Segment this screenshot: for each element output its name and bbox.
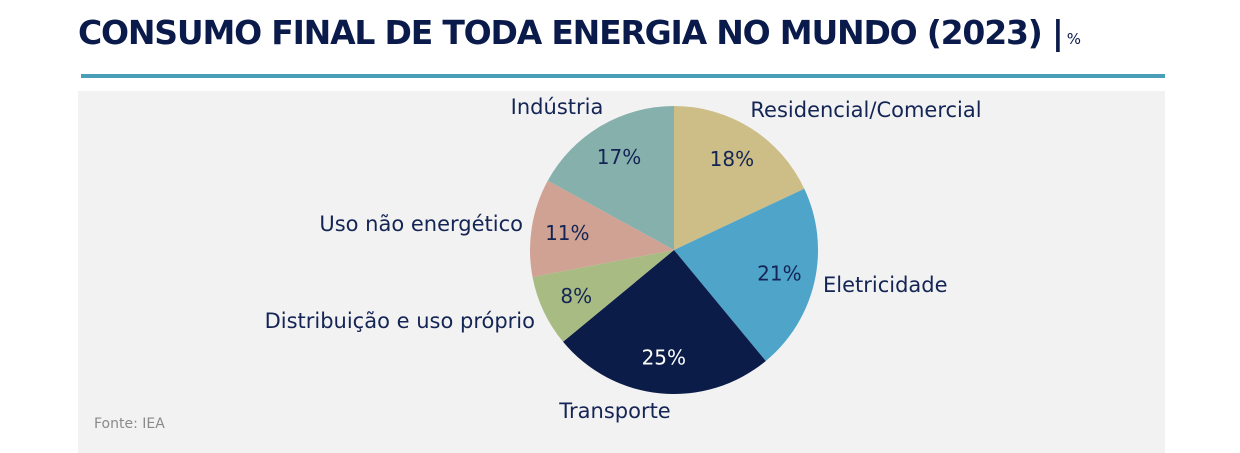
chart-title: CONSUMO FINAL DE TODA ENERGIA NO MUNDO (… bbox=[78, 13, 1081, 52]
pie-slice-residencial-comercial bbox=[674, 106, 805, 250]
pie-slice-transporte bbox=[563, 250, 766, 394]
slice-label-distribuicao-e-uso-proprio: Distribuição e uso próprio bbox=[265, 309, 535, 333]
chart-title-text: CONSUMO FINAL DE TODA ENERGIA NO MUNDO (… bbox=[78, 13, 1064, 52]
pie-slice-eletricidade bbox=[674, 188, 819, 361]
slice-value-uso-nao-energetico: 11% bbox=[545, 221, 589, 245]
pie-value-labels: 18% 21% 25% 8% 11% 17% bbox=[545, 145, 802, 370]
pie-slice-distribuicao-e-uso-proprio bbox=[532, 250, 674, 342]
slice-value-eletricidade: 21% bbox=[757, 262, 801, 286]
pie-slice-uso-nao-energetico bbox=[529, 180, 674, 277]
title-divider bbox=[81, 74, 1165, 78]
slice-value-industria: 17% bbox=[597, 145, 641, 169]
slice-label-eletricidade: Eletricidade bbox=[823, 273, 948, 297]
slice-label-uso-nao-energetico: Uso não energético bbox=[319, 212, 523, 236]
slice-value-distribuicao-e-uso-proprio: 8% bbox=[560, 284, 592, 308]
slice-label-residencial-comercial: Residencial/Comercial bbox=[750, 98, 981, 122]
slice-label-transporte: Transporte bbox=[558, 399, 670, 423]
pie-slice-industria bbox=[547, 106, 674, 250]
pie-slices bbox=[529, 106, 819, 394]
pie-category-labels: Residencial/Comercial Eletricidade Transpo… bbox=[265, 95, 982, 423]
source-note: Fonte: IEA bbox=[94, 416, 165, 432]
slice-value-transporte: 25% bbox=[642, 346, 686, 370]
chart-unit: % bbox=[1066, 30, 1082, 48]
slice-label-industria: Indústria bbox=[511, 95, 604, 119]
slice-value-residencial-comercial: 18% bbox=[710, 147, 754, 171]
